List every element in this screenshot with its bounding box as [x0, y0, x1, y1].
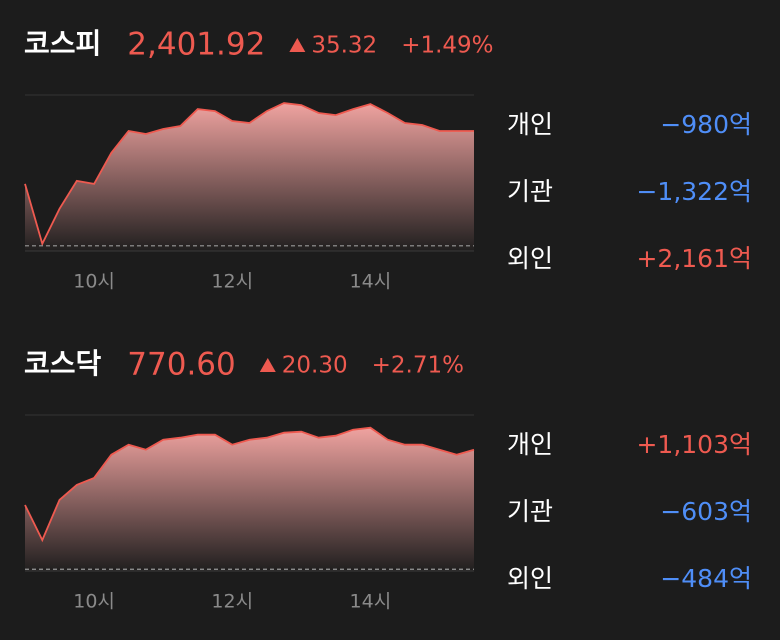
x-tick-label: 10시 — [73, 591, 115, 613]
investor-label: 개인 — [507, 110, 553, 139]
market-price: 2,401.92 — [127, 27, 265, 63]
price-line — [24, 426, 475, 543]
market-price: 770.60 — [127, 347, 235, 383]
market-change-pct: +2.71% — [372, 353, 464, 379]
market-change-pct: +1.49% — [401, 33, 493, 59]
investor-label: 외인 — [507, 564, 553, 593]
investor-value: −484억 — [660, 564, 752, 593]
investor-value: −980억 — [660, 110, 752, 139]
investor-value: +1,103억 — [636, 430, 752, 459]
price-line — [24, 102, 474, 247]
market-change: 20.30 — [282, 353, 348, 379]
investor-label: 개인 — [507, 430, 553, 459]
market-name: 코스닥 — [24, 347, 102, 380]
x-tick-label: 14시 — [350, 271, 392, 293]
up-triangle — [259, 358, 276, 372]
market-change: 35.32 — [311, 33, 377, 59]
investor-label: 기관 — [507, 177, 553, 206]
market-name: 코스피 — [24, 27, 101, 60]
x-tick-label: 10시 — [73, 271, 115, 293]
investor-label: 외인 — [507, 244, 553, 273]
x-tick-label: 12시 — [211, 271, 253, 293]
x-tick-label: 14시 — [350, 591, 392, 613]
up-triangle — [289, 38, 306, 52]
investor-value: −1,322억 — [636, 177, 752, 206]
investor-label: 기관 — [507, 497, 553, 526]
area-fill — [25, 103, 474, 251]
area-fill — [25, 427, 474, 571]
investor-value: −603억 — [660, 497, 752, 526]
investor-value: +2,161억 — [636, 244, 752, 273]
x-tick-label: 12시 — [211, 591, 253, 613]
